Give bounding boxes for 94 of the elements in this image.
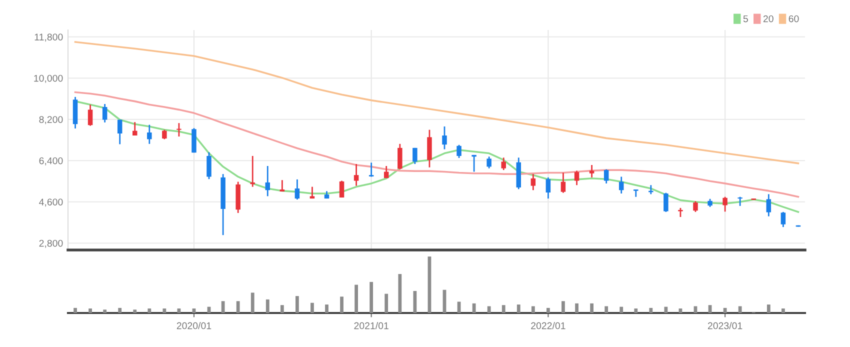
- candlestick: [192, 127, 196, 154]
- bar: [546, 308, 550, 313]
- candlestick: [574, 170, 580, 186]
- candlestick: [206, 152, 212, 180]
- legend-label: 5: [743, 15, 748, 22]
- x-tick-label: 2023/01: [708, 322, 742, 330]
- y-tick-label: 6,400: [39, 157, 63, 166]
- candlestick: [102, 103, 108, 124]
- bar: [236, 301, 240, 313]
- candlestick: [501, 156, 506, 171]
- bar: [133, 310, 137, 313]
- candlestick: [162, 129, 167, 140]
- y-tick-label: 10,000: [34, 74, 63, 83]
- candlestick: [693, 200, 698, 213]
- candlestick: [442, 126, 447, 150]
- bar: [502, 305, 506, 313]
- bar: [103, 310, 107, 313]
- candlestick: [147, 124, 152, 145]
- bar: [118, 308, 122, 313]
- candlestick: [384, 165, 389, 179]
- candlestick: [412, 147, 418, 165]
- bar: [708, 305, 712, 313]
- bar: [74, 308, 77, 313]
- candlestick: [780, 211, 786, 228]
- candlestick: [427, 129, 432, 168]
- candlestick: [678, 207, 683, 218]
- bar: [620, 306, 624, 313]
- bar: [413, 290, 417, 313]
- bar: [88, 308, 92, 313]
- bar: [516, 304, 520, 313]
- bar: [694, 306, 698, 313]
- candlestick: [176, 122, 182, 138]
- candlestick: [132, 121, 138, 136]
- candlestick: [250, 155, 255, 188]
- candlestick: [589, 164, 594, 178]
- bar: [280, 305, 284, 313]
- legend-label: 60: [788, 15, 799, 22]
- bar: [250, 292, 254, 313]
- bar: [266, 299, 270, 313]
- line-series: [74, 41, 800, 164]
- line-series: [74, 91, 800, 198]
- x-tick-label: 2020/01: [176, 322, 212, 330]
- bar: [575, 303, 578, 313]
- bar: [340, 296, 344, 313]
- bar: [738, 306, 742, 313]
- bar: [457, 302, 461, 313]
- bar: [664, 306, 668, 313]
- y-tick-label: 2,800: [39, 240, 63, 248]
- bar: [295, 296, 299, 313]
- y-tick-label: 4,600: [39, 198, 63, 207]
- candlestick: [546, 176, 551, 200]
- candlestick: [339, 180, 344, 198]
- bar: [590, 303, 594, 313]
- candlestick: [294, 178, 300, 200]
- candlestick: [456, 144, 462, 159]
- bar: [604, 306, 608, 313]
- candlestick: [354, 163, 359, 186]
- candlestick: [530, 173, 536, 191]
- candlestick: [265, 165, 270, 197]
- x-tick-label: 2022/01: [531, 322, 566, 330]
- y-tick-label: 8,200: [39, 116, 63, 124]
- x-tick-label: 2021/01: [354, 322, 388, 330]
- bar: [384, 294, 388, 313]
- candlestick: [722, 196, 728, 212]
- candlestick: [368, 162, 374, 178]
- bar: [398, 274, 402, 313]
- candlestick: [117, 119, 122, 145]
- bar: [531, 306, 535, 313]
- legend-label: 20: [763, 15, 774, 22]
- candlestick: [398, 143, 402, 170]
- bar: [148, 308, 152, 313]
- candlestick: [664, 192, 668, 213]
- candlestick: [560, 172, 566, 194]
- bar: [310, 302, 314, 313]
- bar: [354, 284, 358, 313]
- bar: [782, 308, 785, 313]
- candlestick: [472, 154, 476, 172]
- bar: [487, 306, 491, 313]
- bar: [221, 301, 225, 313]
- bar: [634, 308, 638, 313]
- candlestick: [88, 104, 93, 126]
- bar: [562, 301, 565, 313]
- candlestick: [766, 193, 772, 218]
- candlestick: [604, 168, 609, 184]
- bar: [370, 282, 374, 313]
- candlestick: [738, 196, 742, 207]
- bar: [325, 304, 328, 313]
- bar: [766, 304, 770, 313]
- bar: [162, 308, 166, 313]
- y-tick-label: 11,800: [34, 34, 63, 42]
- candlestick: [618, 176, 624, 194]
- bar: [649, 308, 653, 313]
- candlestick: [486, 156, 492, 170]
- candlestick: [280, 179, 285, 192]
